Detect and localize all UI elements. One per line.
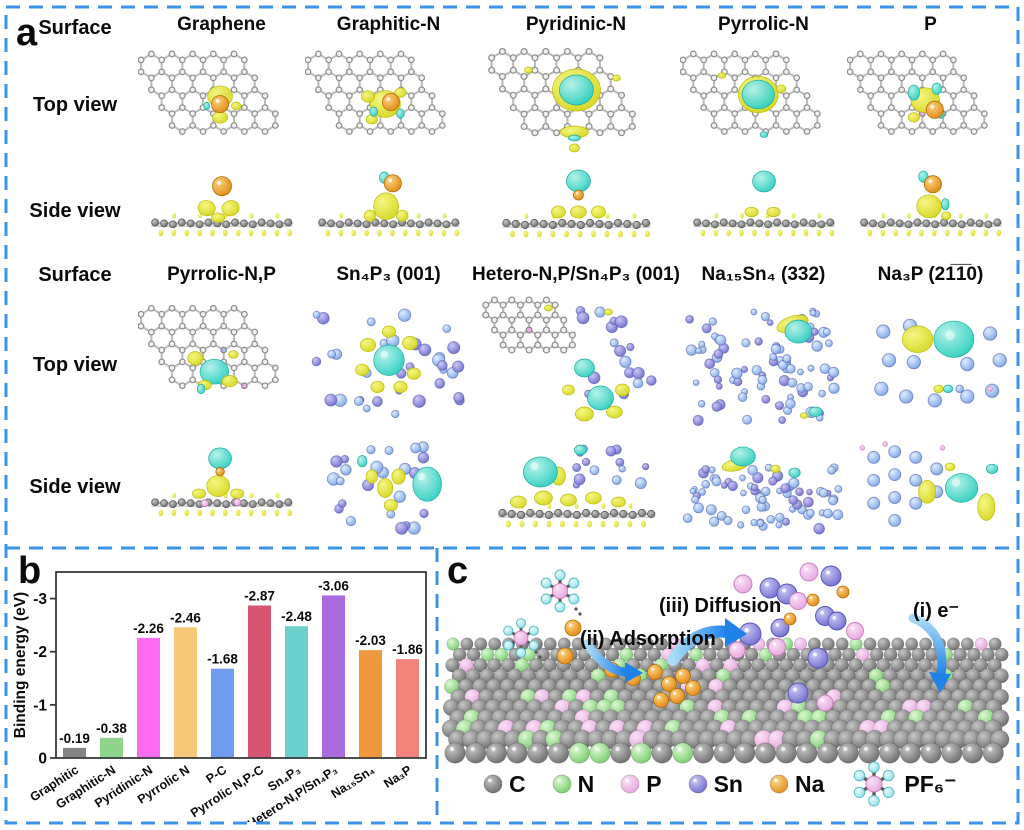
column-header-pyrrolic-n: Pyrrolic-N	[718, 14, 809, 35]
svg-text:-1.68: -1.68	[207, 652, 238, 667]
svg-text:-2.48: -2.48	[281, 609, 312, 624]
svg-text:-2.26: -2.26	[133, 621, 164, 636]
legend-label: C	[509, 770, 526, 797]
pyrrolic-np-top-view-image	[138, 294, 305, 436]
graphitic-n-top-view-image	[305, 44, 472, 166]
legend-label: N	[577, 770, 595, 797]
graphene-top-view-image	[138, 44, 305, 166]
tin-atom-icon	[688, 774, 707, 794]
svg-text:-2.46: -2.46	[170, 610, 201, 625]
na3p-top-view-image	[847, 294, 1014, 436]
panel-b-label: b	[18, 550, 42, 592]
legend-item-sn: Sn	[688, 771, 743, 798]
svg-text:-2.03: -2.03	[355, 633, 386, 648]
column-header-pyridinic-n: Pyridinic-N	[525, 14, 627, 35]
doped-carbon-slab	[441, 637, 1010, 764]
svg-text:-2: -2	[33, 644, 47, 661]
carbon-atom-icon	[483, 774, 503, 794]
phosphorus-atom-icon	[620, 774, 640, 794]
legend-item-pf: PF₆⁻	[850, 759, 956, 809]
svg-text:-1.86: -1.86	[392, 642, 423, 657]
panel-c-label: c	[447, 550, 469, 592]
graphene-side-view-image	[138, 166, 305, 256]
electron-annotation: (i) e⁻	[913, 600, 960, 622]
svg-text:-3: -3	[33, 591, 47, 608]
sn4p3-side-view-image	[305, 436, 472, 538]
legend-item-n: N	[552, 770, 595, 798]
pyridinic-n-top-view-image	[472, 44, 680, 166]
legend-item-c: C	[483, 771, 526, 798]
graphitic-n-side-view-image	[305, 166, 472, 256]
svg-text:-2.87: -2.87	[244, 588, 275, 603]
column-header-na3p: Na₃P (21̅1̅0)	[877, 264, 984, 285]
panel-a-grid: Surface Graphene Graphitic-N Pyridinic-N…	[12, 12, 1014, 544]
column-header-pyrrolic-np: Pyrrolic-N,P	[167, 264, 276, 285]
top-view-row-label-2: Top view	[32, 353, 118, 376]
column-header-graphitic-n: Graphitic-N	[336, 14, 441, 35]
svg-text:0: 0	[38, 751, 47, 768]
pyrrolic-n-top-view-image	[679, 44, 847, 166]
side-view-row-label-1: Side view	[29, 199, 121, 222]
svg-text:-3.06: -3.06	[318, 578, 349, 593]
panel-a: Surface Graphene Graphitic-N Pyridinic-N…	[12, 12, 1014, 544]
column-header-graphene: Graphene	[177, 14, 266, 35]
legend-label: PF₆⁻	[904, 770, 957, 797]
legend-label: P	[646, 770, 662, 797]
hetero-np-sn4p3-top-view-image	[472, 294, 680, 436]
pyrrolic-np-side-view-image	[138, 436, 305, 538]
svg-text:-0.19: -0.19	[59, 731, 90, 746]
na15sn4-top-view-image	[680, 294, 847, 436]
surface-row-label-2: Surface	[38, 263, 112, 286]
na15sn4-side-view-image	[680, 436, 847, 538]
panel-b-binding-energy-chart: 0 -1 -2 -3 -0.19 Graphitic -0.38 Graphitic-N -2.…	[6, 548, 437, 830]
svg-text:P-C: P-C	[203, 763, 229, 786]
legend-label: Na	[794, 770, 825, 797]
svg-text:-0.38: -0.38	[96, 721, 127, 736]
pyrrolic-n-side-view-image	[680, 166, 847, 256]
pyridinic-n-side-view-image	[472, 166, 680, 256]
adsorption-annotation: (ii) Adsorption	[580, 628, 716, 650]
nitrogen-atom-icon	[552, 774, 571, 794]
side-view-row-label-2: Side view	[29, 475, 121, 498]
diffusion-annotation: (iii) Diffusion	[659, 595, 782, 617]
atom-color-legend: C N P Sn Na PF₆⁻	[483, 758, 956, 810]
legend-label: Sn	[713, 770, 743, 797]
svg-text:Binding energy (eV): Binding energy (eV)	[12, 592, 29, 738]
p-side-view-image	[847, 166, 1014, 256]
na3p-side-view-image	[847, 436, 1014, 538]
column-header-hetero-np-sn4p3: Hetero-N,P/Sn₄P₃ (001)	[472, 264, 680, 285]
binding-energy-bar-chart: 0 -1 -2 -3 -0.19 Graphitic -0.38 Graphitic-N -2.…	[12, 552, 436, 830]
pf6-molecule-icon	[854, 761, 895, 807]
svg-text:-1: -1	[33, 697, 47, 714]
panel-c-mechanism-schematic: (ii) Adsorption (iii) Diffusion (i) e⁻ C…	[437, 548, 1018, 823]
p-top-view-image	[846, 44, 1014, 166]
sn4p3-top-view-image	[305, 294, 472, 436]
legend-item-na: Na	[769, 771, 824, 798]
column-header-na15sn4: Na₁₅Sn₄ (332)	[701, 264, 826, 285]
column-header-p: P	[924, 14, 937, 35]
top-view-row-label-1: Top view	[32, 93, 118, 116]
panel-a-label: a	[16, 12, 38, 54]
svg-text:Na₃P: Na₃P	[381, 763, 414, 791]
column-header-sn4p3: Sn₄P₃ (001)	[336, 264, 441, 285]
sodium-atom-icon	[769, 774, 789, 794]
hetero-np-sn4p3-side-view-image	[472, 436, 680, 538]
legend-item-p: P	[620, 770, 662, 798]
